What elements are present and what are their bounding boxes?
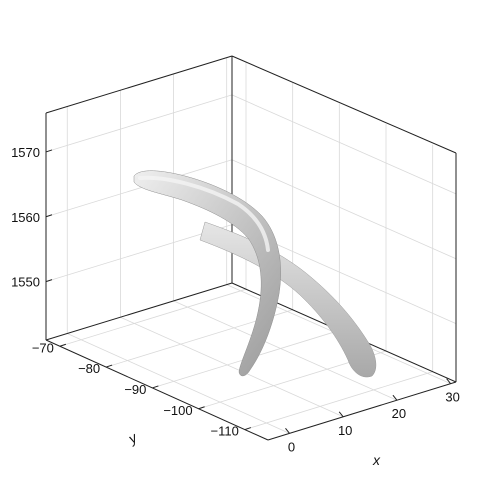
- x-tick-0: [285, 428, 290, 434]
- box-edge-floor-back-left: [45, 282, 233, 341]
- surface-highlight: [138, 175, 270, 252]
- z-tick-0: [45, 279, 53, 283]
- grid-z-wall-a-2: [45, 94, 233, 153]
- y-tick-0: [59, 343, 67, 347]
- z-axis: 1550 1560 1570: [11, 145, 53, 290]
- y-tick-label-2: −90: [124, 382, 146, 397]
- y-axis: −70 −80 −90 −100 −110: [32, 340, 252, 439]
- grid-x-floor-2: [173, 300, 398, 401]
- z-tick-label-2: 1570: [11, 145, 40, 160]
- y-tick-label-0: −70: [32, 340, 54, 355]
- y-tick-label-1: −80: [78, 361, 100, 376]
- grid-z-wall-a-0: [45, 224, 233, 283]
- box-edge-floor-front-y: [45, 339, 269, 441]
- x-axis-title: x: [372, 452, 381, 468]
- x-tick-label-2: 20: [392, 406, 406, 421]
- x-tick-3: [446, 378, 452, 384]
- y-tick-label-3: −100: [163, 403, 192, 418]
- x-tick-label-1: 10: [338, 423, 352, 438]
- y-tick-4: [244, 427, 252, 431]
- x-tick-label-3: 30: [445, 390, 459, 405]
- grid-z-wall-b-1: [231, 159, 457, 260]
- surface-object: [133, 170, 377, 378]
- surface-branch-main: [133, 170, 281, 377]
- z-tick-2: [45, 149, 53, 153]
- y-tick-2: [152, 385, 159, 389]
- x-tick-label-0: 0: [288, 439, 295, 454]
- surface-branch-right: [199, 221, 377, 378]
- grid-y-floor-0: [59, 288, 247, 347]
- grid-x-floor-1: [120, 316, 344, 418]
- box-edge-floor-front-x: [267, 381, 457, 441]
- grid-z-wall-a-1: [45, 159, 233, 218]
- x-tick-1: [338, 411, 344, 418]
- y-axis-title: y: [125, 429, 141, 447]
- z-tick-label-0: 1550: [11, 275, 40, 290]
- z-tick-1: [45, 214, 53, 218]
- grid-z-wall-b-2: [231, 94, 457, 195]
- grid-x-floor-0: [67, 333, 290, 434]
- y-tick-1: [105, 364, 113, 368]
- box-edge-top-right: [231, 55, 457, 154]
- z-tick-label-1: 1560: [11, 210, 40, 225]
- x-axis: 0 10 20 30: [285, 378, 460, 454]
- grid-y-floor-4: [244, 371, 433, 430]
- y-tick-3: [198, 406, 205, 410]
- x-tick-2: [392, 394, 398, 401]
- box-edge-top-left: [45, 55, 233, 114]
- y-tick-label-4: −110: [211, 424, 239, 439]
